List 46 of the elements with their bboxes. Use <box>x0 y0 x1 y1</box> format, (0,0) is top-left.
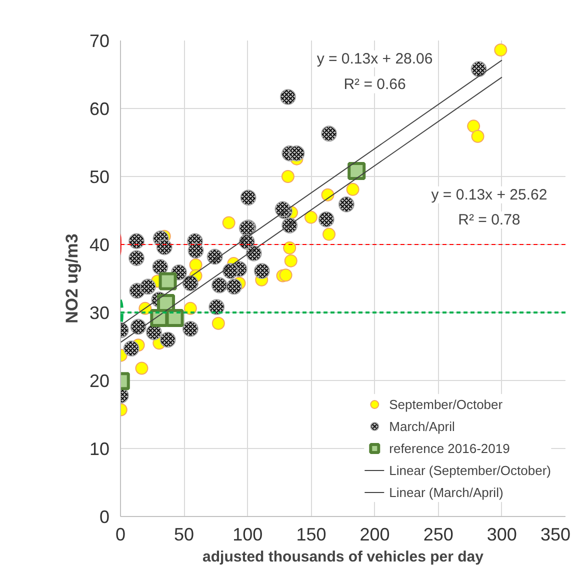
point <box>467 120 480 133</box>
point <box>348 162 366 180</box>
x-tick-label: 250 <box>423 524 454 544</box>
point <box>321 188 334 202</box>
point <box>471 130 484 143</box>
y-tick-label: 10 <box>89 439 110 459</box>
legend-label: March/April <box>389 418 455 434</box>
y-tick-label: 20 <box>89 371 110 391</box>
annotation: R² = 0.66 <box>344 76 406 94</box>
y-tick-label: 60 <box>89 99 110 119</box>
point <box>284 254 298 268</box>
x-tick-label: 50 <box>174 524 194 544</box>
annotation: y = 0.13x + 28.06 <box>316 50 433 68</box>
point <box>166 308 184 327</box>
point <box>281 170 294 183</box>
y-tick-label: 70 <box>89 31 110 51</box>
x-tick-label: 200 <box>360 524 390 544</box>
y-tick-label: 40 <box>89 235 110 255</box>
point <box>158 272 177 290</box>
point <box>283 241 296 254</box>
legend-label: reference 2016-2019 <box>389 440 510 456</box>
x-axis-title: adjusted thousands of vehicles per day <box>202 548 484 566</box>
y-axis-title: NO2 ug/m3 <box>62 234 82 324</box>
y-tick-label: 50 <box>89 167 110 187</box>
point <box>279 268 292 282</box>
x-tick-label: 300 <box>486 524 517 544</box>
legend-label: September/October <box>389 396 503 412</box>
x-tick-label: 0 <box>115 524 126 544</box>
point <box>304 210 318 224</box>
x-tick-label: 100 <box>232 524 263 544</box>
annotation: y = 0.13x + 25.62 <box>431 186 548 204</box>
point <box>494 44 508 57</box>
legend-label: Linear (September/October) <box>389 462 551 478</box>
point <box>189 258 202 272</box>
point <box>212 316 225 330</box>
y-tick-label: 0 <box>99 507 110 527</box>
legend-label: Linear (March/April) <box>389 484 504 500</box>
y-tick-label: 30 <box>89 303 110 323</box>
point <box>184 302 197 315</box>
point <box>135 362 148 375</box>
point <box>346 182 360 196</box>
point <box>222 216 236 230</box>
annotation: R² = 0.78 <box>458 212 520 229</box>
x-tick-label: 150 <box>296 524 326 544</box>
x-tick-label: 350 <box>540 524 571 544</box>
point <box>322 228 336 241</box>
